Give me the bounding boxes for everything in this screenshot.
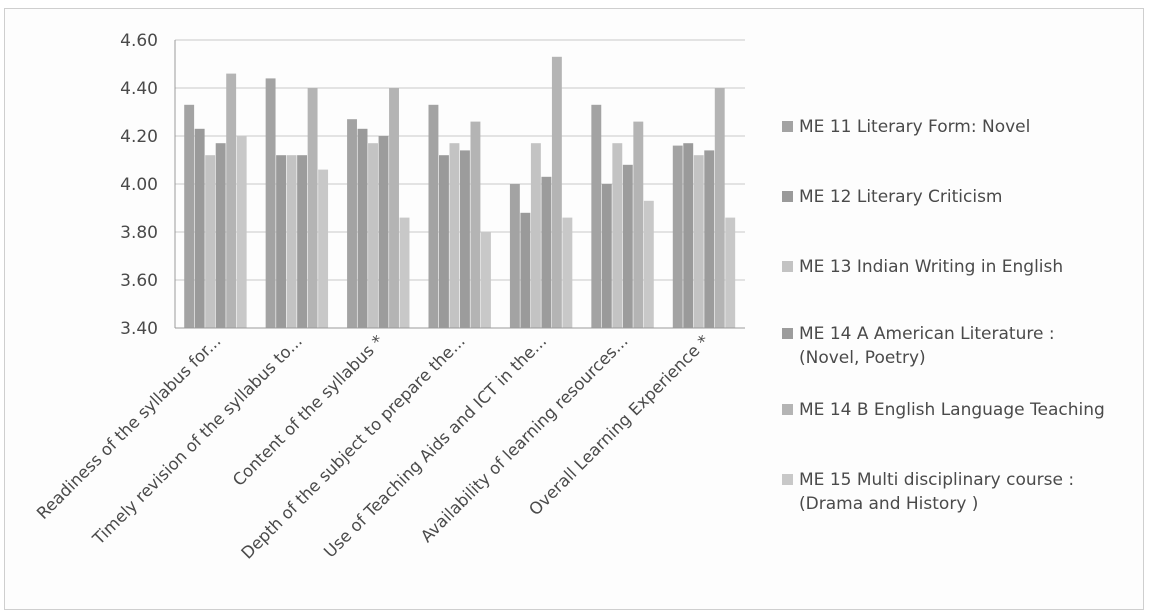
bar <box>714 88 725 328</box>
legend-label: ME 14 A American Literature : (Novel, Poe… <box>799 322 1139 370</box>
legend-label: ME 12 Literary Criticism <box>799 185 1139 209</box>
bar <box>347 119 357 328</box>
legend-label-line: ME 15 Multi disciplinary course : <box>799 470 1075 490</box>
bar <box>449 143 460 328</box>
legend-swatch <box>782 121 793 132</box>
bar <box>601 184 612 328</box>
y-axis: 4.60 4.40 4.20 4.00 3.80 3.60 3.40 <box>120 31 176 339</box>
legend-swatch <box>782 261 793 272</box>
bar <box>633 121 644 328</box>
bar <box>683 143 694 328</box>
y-tick-label: 4.60 <box>120 31 158 51</box>
bar <box>378 136 389 328</box>
bar <box>562 217 573 328</box>
bar <box>357 128 368 328</box>
y-tick-label: 3.60 <box>120 271 158 291</box>
y-tick-label: 4.40 <box>120 79 158 99</box>
bar <box>460 150 470 328</box>
x-category-label: Overall Learning Experience * <box>525 331 713 519</box>
legend-label-line: ME 14 B English Language Teaching <box>799 400 1105 420</box>
legend-label: ME 11 Literary Form: Novel <box>799 115 1139 139</box>
y-tick-label: 3.80 <box>120 223 158 243</box>
x-axis: Readiness of the syllabus for...Timely r… <box>33 327 745 563</box>
legend-label-line: (Novel, Poetry) <box>799 348 926 368</box>
bar <box>297 155 308 328</box>
bar <box>693 155 704 328</box>
bar <box>591 104 602 328</box>
legend-item: ME 12 Literary Criticism <box>782 185 1139 209</box>
bars <box>184 56 736 329</box>
bar <box>368 143 378 328</box>
bar <box>470 121 481 328</box>
legend-label-line: ME 14 A American Literature : <box>799 324 1055 344</box>
bar <box>399 217 410 328</box>
bar <box>439 155 449 328</box>
bar <box>276 155 287 328</box>
legend-swatch <box>782 328 793 339</box>
bar <box>530 143 541 328</box>
legend-item: ME 14 B English Language Teaching <box>782 398 1139 422</box>
legend-label: ME 15 Multi disciplinary course : (Drama … <box>799 468 1139 516</box>
bar <box>389 88 399 328</box>
bar <box>205 155 216 328</box>
bar <box>541 176 552 328</box>
bar <box>509 184 520 328</box>
legend: ME 11 Literary Form: Novel ME 12 Literary… <box>782 0 1142 615</box>
x-category-label: Content of the syllabus * <box>229 331 387 489</box>
legend-label-line: ME 11 Literary Form: Novel <box>799 117 1031 137</box>
legend-label-line: (Drama and History ) <box>799 494 979 514</box>
bar <box>215 143 226 328</box>
legend-item: ME 13 Indian Writing in English <box>782 255 1139 279</box>
legend-swatch <box>782 191 793 202</box>
legend-label-line: ME 12 Literary Criticism <box>799 187 1003 207</box>
bar <box>520 212 531 328</box>
bar <box>622 164 633 328</box>
bar <box>428 104 439 328</box>
legend-swatch <box>782 404 793 415</box>
bar <box>318 169 329 328</box>
bar <box>265 78 276 329</box>
bar <box>184 104 195 328</box>
legend-swatch <box>782 474 793 485</box>
y-tick-label: 4.20 <box>120 127 158 147</box>
bar <box>643 200 654 328</box>
bar <box>612 143 623 328</box>
legend-item: ME 11 Literary Form: Novel <box>782 115 1139 139</box>
y-tick-label: 4.00 <box>120 175 158 195</box>
bar <box>704 150 715 328</box>
legend-item: ME 15 Multi disciplinary course : (Drama … <box>782 468 1139 516</box>
bar <box>194 128 205 328</box>
bar <box>226 73 237 328</box>
bar <box>725 217 736 328</box>
bar <box>672 145 683 328</box>
legend-label: ME 14 B English Language Teaching <box>799 398 1139 422</box>
bar <box>307 88 318 328</box>
bar <box>481 232 491 328</box>
legend-label: ME 13 Indian Writing in English <box>799 255 1139 279</box>
y-tick-label: 3.40 <box>120 319 158 339</box>
bar <box>286 155 297 328</box>
legend-label-line: ME 13 Indian Writing in English <box>799 257 1064 277</box>
bar <box>551 56 562 329</box>
bar <box>236 136 247 328</box>
legend-item: ME 14 A American Literature : (Novel, Poe… <box>782 322 1139 370</box>
